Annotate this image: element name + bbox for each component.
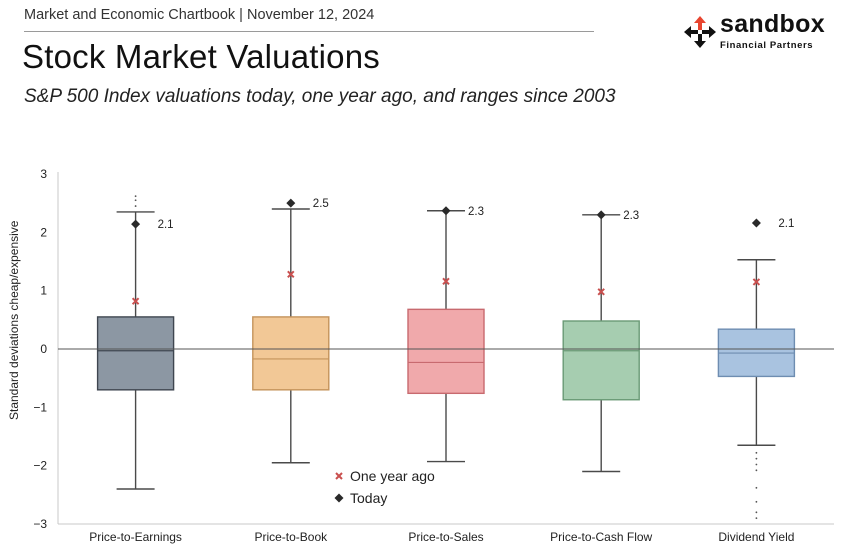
outlier-point bbox=[755, 511, 758, 514]
today-marker bbox=[131, 219, 141, 229]
logo-tagline: Financial Partners bbox=[720, 40, 814, 51]
outlier-point bbox=[755, 500, 758, 503]
x-tick-label: Price-to-Book bbox=[254, 530, 328, 544]
x-tick-label: Dividend Yield bbox=[718, 530, 794, 544]
one-year-ago-marker bbox=[131, 297, 140, 305]
today-marker bbox=[286, 198, 296, 208]
arrows-cross-icon bbox=[684, 16, 716, 48]
x-tick-label: Price-to-Sales bbox=[408, 530, 483, 544]
y-tick-label: 1 bbox=[40, 284, 47, 298]
today-value-label: 2.1 bbox=[778, 218, 794, 230]
outlier-point bbox=[134, 195, 137, 198]
outlier-point bbox=[755, 469, 758, 472]
legend-label-one-year-ago: One year ago bbox=[350, 468, 435, 484]
iqr-box bbox=[562, 320, 640, 401]
today-marker bbox=[751, 218, 761, 228]
legend-one-year-ago-marker bbox=[335, 472, 343, 480]
x-tick-label: Price-to-Cash Flow bbox=[550, 530, 652, 544]
page-title: Stock Market Valuations bbox=[22, 38, 380, 75]
today-value-label: 2.3 bbox=[468, 206, 484, 218]
today-value-label: 2.5 bbox=[313, 198, 329, 210]
y-tick-label: 2 bbox=[40, 225, 47, 239]
y-tick-label: 0 bbox=[40, 342, 47, 356]
one-year-ago-marker bbox=[287, 270, 295, 279]
outlier-point bbox=[755, 457, 758, 460]
one-year-ago-marker bbox=[752, 278, 761, 286]
outlier-point bbox=[755, 486, 758, 489]
today-value-label: 2.1 bbox=[158, 219, 174, 231]
iqr-box bbox=[96, 316, 175, 391]
y-tick-label: 3 bbox=[40, 167, 47, 181]
y-tick-label: −3 bbox=[33, 517, 47, 531]
outlier-point bbox=[134, 205, 137, 207]
one-year-ago-marker bbox=[597, 288, 605, 296]
y-tick-label: −2 bbox=[33, 459, 47, 473]
legend-label-today: Today bbox=[350, 490, 387, 506]
page-subtitle: S&P 500 Index valuations today, one year… bbox=[24, 86, 616, 107]
outlier-point bbox=[755, 463, 758, 466]
today-marker bbox=[596, 210, 606, 220]
outlier-point bbox=[755, 451, 758, 454]
today-value-label: 2.3 bbox=[623, 210, 639, 222]
logo-name: sandbox bbox=[720, 10, 825, 38]
chartbook-date-line: Market and Economic Chartbook | November… bbox=[24, 7, 375, 23]
one-year-ago-marker bbox=[442, 277, 450, 286]
iqr-box bbox=[252, 316, 330, 391]
header-divider bbox=[24, 31, 594, 32]
outlier-point bbox=[755, 517, 758, 520]
x-tick-label: Price-to-Earnings bbox=[89, 530, 182, 544]
iqr-box bbox=[407, 308, 485, 395]
today-marker bbox=[441, 206, 451, 216]
y-tick-label: −1 bbox=[33, 400, 47, 414]
sandbox-logo: sandbox Financial Partners bbox=[684, 10, 834, 56]
y-axis-label: Standard deviations cheap/expensive bbox=[7, 220, 21, 420]
outlier-point bbox=[134, 199, 137, 202]
legend-today-marker bbox=[334, 493, 344, 503]
